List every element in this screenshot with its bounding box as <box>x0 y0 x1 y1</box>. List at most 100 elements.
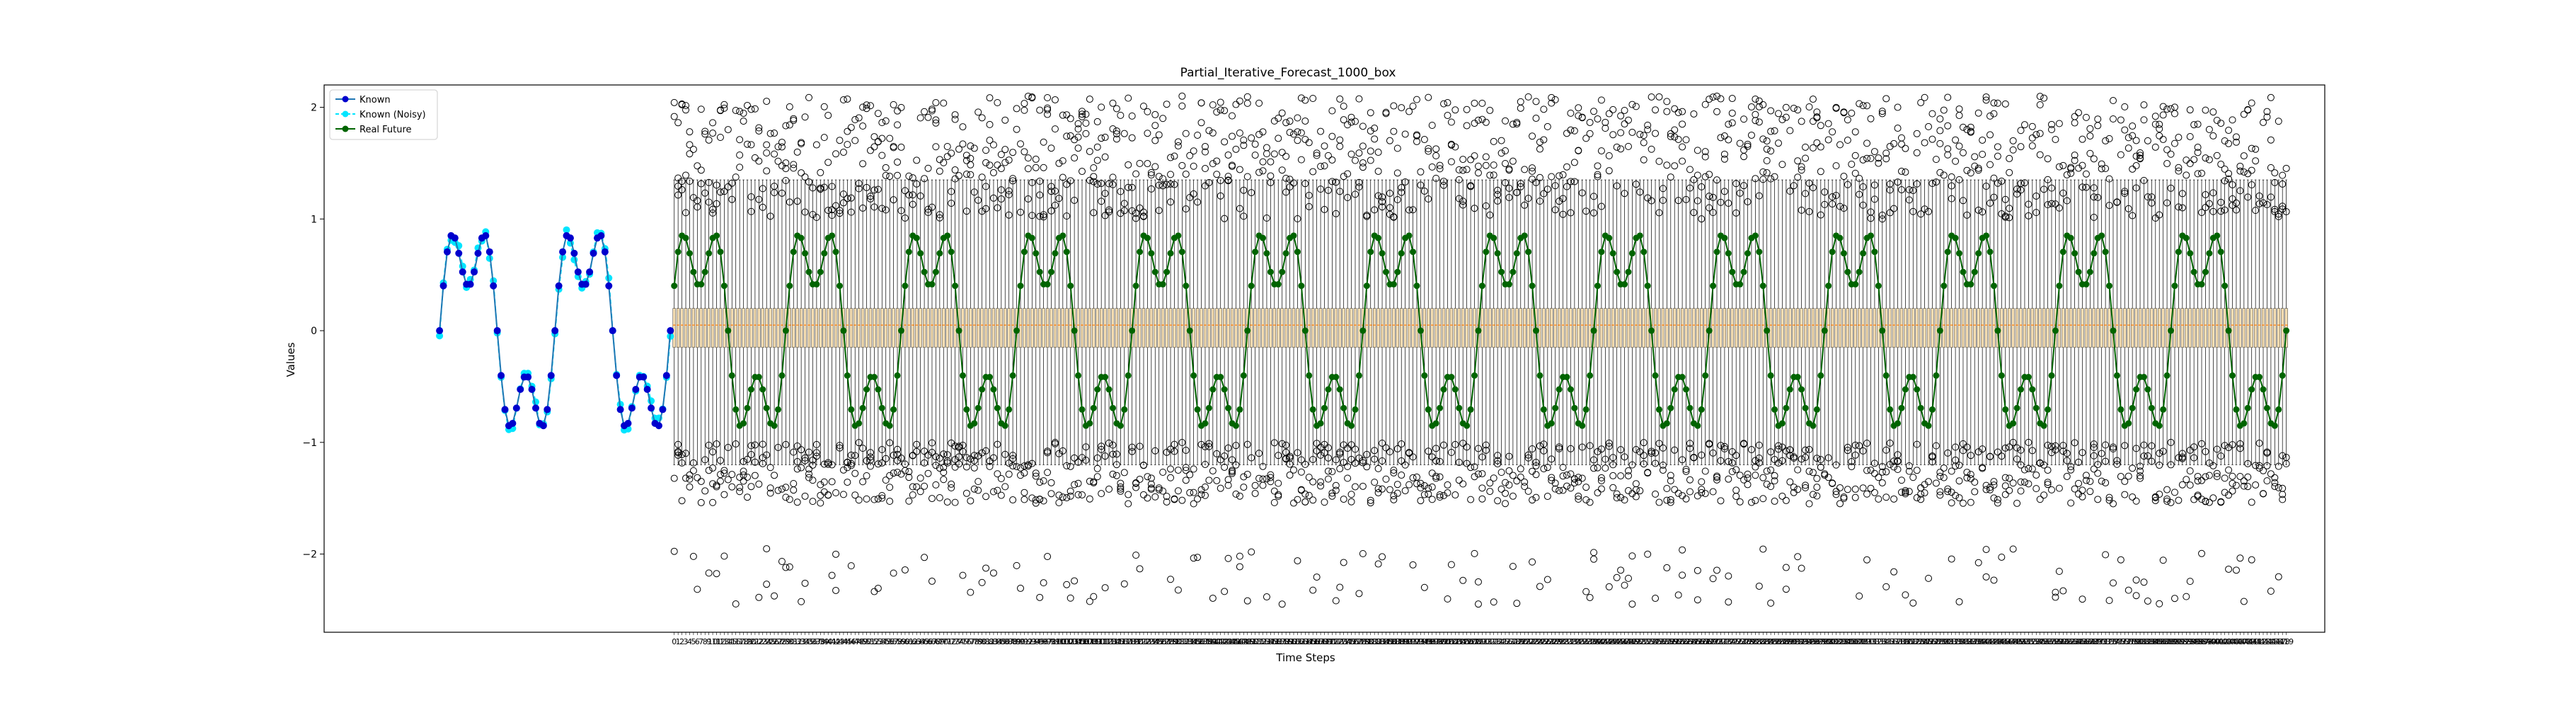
outlier <box>766 489 774 497</box>
box <box>1746 308 1749 348</box>
outlier <box>755 480 763 488</box>
box <box>1299 308 1303 348</box>
outlier <box>1236 205 1243 212</box>
box <box>884 308 887 348</box>
box <box>1272 308 1276 348</box>
outlier <box>678 459 686 467</box>
outlier <box>778 485 786 493</box>
box-plot <box>2042 179 2046 465</box>
box-plot <box>2069 179 2073 465</box>
box-plot <box>1538 179 1542 465</box>
outlier <box>751 472 759 479</box>
outlier <box>682 450 690 457</box>
outlier <box>1336 465 1344 473</box>
outlier <box>766 212 774 220</box>
outlier <box>1344 474 1352 482</box>
outlier <box>997 491 1005 499</box>
box-plot <box>1253 179 1257 465</box>
outlier <box>1101 133 1109 141</box>
box <box>1926 308 1931 348</box>
outlier <box>1275 115 1282 122</box>
outlier <box>1136 475 1144 483</box>
outlier <box>1432 174 1440 182</box>
outlier <box>1171 447 1178 455</box>
outlier <box>970 144 978 152</box>
outlier <box>1213 171 1221 178</box>
outlier <box>913 447 921 455</box>
box <box>1011 308 1015 348</box>
box <box>1238 308 1241 348</box>
outlier <box>836 442 844 450</box>
outlier <box>1101 190 1109 198</box>
outlier <box>1255 99 1263 107</box>
outlier <box>744 474 752 481</box>
outlier <box>1205 127 1213 135</box>
box <box>827 308 830 348</box>
outlier <box>1128 134 1136 142</box>
outlier <box>1282 455 1290 463</box>
box <box>1034 308 1037 348</box>
outlier <box>1024 195 1032 202</box>
outlier <box>1259 481 1267 489</box>
box <box>1250 308 1253 348</box>
box <box>1045 308 1050 348</box>
outlier <box>705 136 713 144</box>
box <box>2015 308 2019 348</box>
box <box>1373 308 1376 348</box>
outlier <box>978 207 986 215</box>
outlier <box>1063 212 1071 220</box>
outlier <box>1367 499 1374 507</box>
outlier <box>1428 483 1436 491</box>
box-plot <box>1142 179 1146 465</box>
outlier <box>1294 557 1301 565</box>
outlier <box>709 130 717 137</box>
outlier <box>924 469 932 477</box>
outliers <box>670 92 2290 608</box>
outlier <box>744 493 752 501</box>
outlier <box>1263 215 1270 222</box>
box-plot <box>1792 179 1795 465</box>
outlier <box>1093 156 1101 164</box>
outlier <box>694 586 701 593</box>
outlier <box>1232 490 1240 498</box>
outlier <box>1059 111 1066 119</box>
outlier <box>694 162 701 170</box>
box <box>1434 308 1438 348</box>
outlier <box>1420 491 1428 498</box>
outlier <box>1340 102 1347 110</box>
outlier <box>1155 181 1163 189</box>
box <box>1096 308 1099 348</box>
outlier <box>1355 95 1363 103</box>
outlier <box>897 455 905 462</box>
outlier <box>682 171 690 179</box>
box <box>1503 308 1507 348</box>
box-plot <box>1296 179 1299 465</box>
box <box>696 308 699 348</box>
outlier <box>1071 154 1079 162</box>
outlier <box>982 493 990 501</box>
outlier <box>740 467 747 475</box>
outlier <box>1379 457 1386 464</box>
outlier <box>778 189 786 197</box>
box <box>873 308 876 348</box>
outlier <box>1194 554 1202 561</box>
box-plot <box>2281 179 2284 465</box>
outlier <box>1297 94 1305 102</box>
outlier <box>1147 474 1155 482</box>
outlier <box>1040 211 1047 219</box>
box-plot <box>1611 179 1615 465</box>
outlier <box>1324 186 1332 194</box>
box-plot <box>1819 179 1822 465</box>
box-plot <box>684 179 688 465</box>
outlier <box>928 495 936 503</box>
outlier <box>1263 475 1270 483</box>
box <box>984 308 988 348</box>
outlier <box>1082 120 1090 127</box>
outlier <box>1136 204 1144 212</box>
box-plot <box>1357 179 1361 465</box>
outlier <box>1036 479 1044 486</box>
outlier <box>1417 181 1425 189</box>
outlier <box>1013 561 1020 569</box>
box <box>1542 308 1546 348</box>
box <box>1050 308 1053 348</box>
